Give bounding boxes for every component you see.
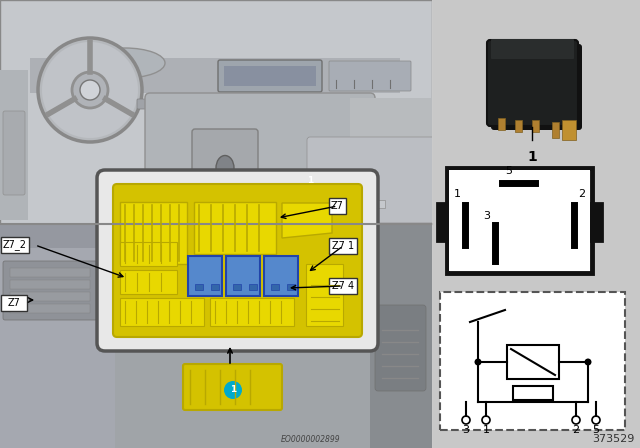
Circle shape [80,80,100,100]
FancyBboxPatch shape [194,202,276,254]
Bar [10,268,90,277]
Text: 5: 5 [506,166,513,176]
Text: 3: 3 [463,425,470,435]
Text: 1: 1 [483,425,490,435]
Text: Z7 4: Z7 4 [332,281,354,291]
FancyBboxPatch shape [1,295,27,311]
FancyBboxPatch shape [188,256,222,296]
FancyBboxPatch shape [120,242,177,266]
Bar [513,386,553,400]
FancyBboxPatch shape [224,66,316,86]
FancyBboxPatch shape [329,278,357,294]
Bar [211,284,219,290]
Circle shape [42,42,138,138]
Bar [249,284,257,290]
FancyBboxPatch shape [375,305,426,391]
Bar [0,224,432,448]
FancyBboxPatch shape [0,70,28,220]
Text: Z7: Z7 [331,201,344,211]
Text: Z7 1: Z7 1 [332,241,354,251]
Circle shape [38,38,142,142]
Bar [435,3,635,158]
Text: 373529: 373529 [593,434,635,444]
Circle shape [462,416,470,424]
Circle shape [482,416,490,424]
Text: Z7: Z7 [8,298,20,308]
Text: 5: 5 [593,425,600,435]
Bar [507,345,559,379]
FancyBboxPatch shape [491,44,582,130]
Bar [233,284,241,290]
Circle shape [301,171,319,189]
FancyBboxPatch shape [137,99,159,109]
Bar [271,284,279,290]
FancyBboxPatch shape [183,364,282,410]
FancyBboxPatch shape [307,137,435,223]
FancyBboxPatch shape [120,298,204,326]
Bar [515,120,522,132]
Bar [498,118,505,130]
Bar [552,122,559,138]
Text: 1: 1 [230,385,236,395]
Circle shape [474,358,481,366]
Text: 3: 3 [483,211,490,221]
Text: 2: 2 [572,425,580,435]
Circle shape [592,416,600,424]
Text: 1: 1 [307,176,313,185]
Bar [0,224,432,348]
Bar [195,284,203,290]
Bar [532,120,539,132]
FancyBboxPatch shape [306,264,343,326]
Bar [437,203,449,241]
FancyBboxPatch shape [370,224,432,448]
Bar [10,304,90,313]
FancyBboxPatch shape [329,238,357,254]
FancyBboxPatch shape [218,60,322,92]
Bar [0,0,432,224]
Bar [449,170,590,271]
FancyBboxPatch shape [329,198,346,214]
FancyBboxPatch shape [0,248,115,448]
FancyBboxPatch shape [440,292,625,430]
FancyBboxPatch shape [329,61,411,91]
FancyBboxPatch shape [192,129,258,193]
Circle shape [572,416,580,424]
FancyBboxPatch shape [120,270,177,294]
Circle shape [72,72,108,108]
Ellipse shape [216,155,234,181]
Text: EO0000002899: EO0000002899 [280,435,340,444]
Bar [30,58,400,93]
FancyBboxPatch shape [3,111,25,195]
FancyBboxPatch shape [226,256,260,296]
FancyBboxPatch shape [120,202,187,264]
Bar [432,0,640,448]
Text: 1: 1 [527,150,537,164]
Circle shape [584,358,591,366]
Text: 1: 1 [454,189,461,199]
FancyBboxPatch shape [145,93,375,173]
FancyBboxPatch shape [210,298,294,326]
FancyBboxPatch shape [3,261,97,320]
Bar [10,292,90,301]
Bar [10,280,90,289]
Bar [287,284,295,290]
FancyBboxPatch shape [1,237,29,253]
FancyBboxPatch shape [491,39,574,59]
Ellipse shape [85,48,165,78]
Bar [562,120,576,140]
Circle shape [224,381,242,399]
Text: 2: 2 [579,189,586,199]
FancyBboxPatch shape [113,184,362,337]
Bar [355,200,385,208]
FancyBboxPatch shape [447,168,592,273]
FancyBboxPatch shape [350,98,432,218]
Polygon shape [282,203,332,238]
Text: Z7_2: Z7_2 [3,240,27,250]
FancyBboxPatch shape [264,256,298,296]
FancyBboxPatch shape [487,40,578,126]
FancyBboxPatch shape [97,170,378,351]
Bar [590,203,602,241]
